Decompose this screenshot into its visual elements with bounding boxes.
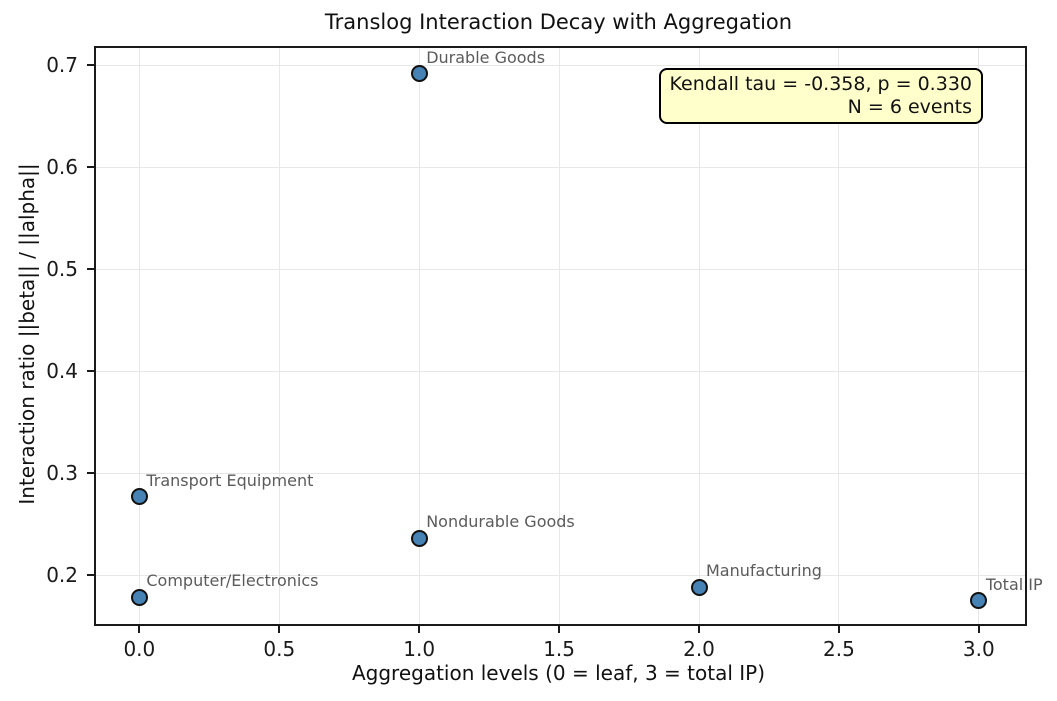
x-tick [418,626,421,633]
data-point [970,592,988,610]
gridline-x [558,48,560,624]
gridline-x [698,48,700,624]
x-tick [138,626,141,633]
y-tick [87,472,94,475]
data-point [130,488,148,506]
gridline-x [138,48,140,624]
y-tick-label: 0.4 [46,359,78,384]
y-tick-label: 0.7 [46,53,78,78]
gridline-y [96,370,1025,372]
x-tick-label: 2.0 [683,637,715,661]
gridline-x [418,48,420,624]
y-tick-label: 0.3 [46,461,78,486]
x-tick-label: 3.0 [962,637,995,661]
x-tick-label: 1.5 [543,637,575,661]
gridline-y [96,166,1025,168]
y-tick-label: 0.5 [46,257,78,282]
data-point-label: Computer/Electronics [146,571,319,591]
data-point-label: Manufacturing [706,561,822,581]
chart-title: Translog Interaction Decay with Aggregat… [324,10,793,34]
gridline-x [838,48,840,624]
gridline-x [978,48,980,624]
annotation-box: Kendall tau = -0.358, p = 0.330 N = 6 ev… [658,68,983,124]
gridline-x [278,48,280,624]
data-point [690,578,708,596]
y-axis-label: Interaction ratio ||beta|| / ||alpha|| [15,163,39,505]
x-tick [698,626,700,633]
x-tick [278,626,281,633]
data-point-label: Total IP [985,574,1043,594]
y-tick-label: 0.2 [46,563,78,588]
data-point [410,64,428,82]
data-point-label: Durable Goods [426,47,546,67]
gridline-y [96,472,1025,474]
data-point [130,588,148,606]
y-tick [87,268,94,271]
y-tick [87,64,94,67]
y-tick [87,370,94,373]
x-tick-label: 0.0 [123,637,156,661]
gridline-y [96,268,1025,270]
y-tick [87,166,94,169]
x-tick-label: 2.5 [823,637,855,661]
annotation-line-1: Kendall tau = -0.358, p = 0.330 [669,73,972,95]
x-tick-label: 0.5 [263,637,296,661]
y-tick-label: 0.6 [46,155,78,180]
annotation-line-2: N = 6 events [847,96,972,118]
x-tick-label: 1.0 [403,637,436,661]
plot-area: 0.0 0.5 1.0 1.5 2.0 2.5 3.0 0.2 0.3 0.4 0.5 0.6 0.7 C… [46,46,1043,661]
x-axis-label: Aggregation levels (0 = leaf, 3 = total … [351,661,766,685]
data-point [410,529,428,547]
x-tick [837,626,840,633]
x-tick [558,626,561,633]
y-tick [87,574,94,577]
data-point-label: Nondurable Goods [426,512,575,532]
gridline-y [96,574,1025,576]
gridline-y [96,64,1025,66]
x-tick [977,626,980,633]
data-point-label: Transport Equipment [146,470,314,490]
